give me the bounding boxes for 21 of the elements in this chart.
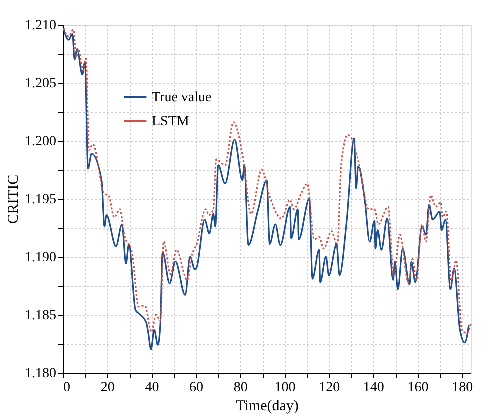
x-tick-label: 20 — [100, 380, 115, 396]
legend-label: True value — [152, 90, 212, 106]
y-tick-label: 1.185 — [25, 308, 56, 324]
x-tick-label: 180 — [452, 380, 474, 396]
y-axis-title: CRITIC — [6, 174, 22, 224]
x-tick-label: 60 — [190, 380, 204, 396]
y-tick-label: 1.190 — [25, 250, 56, 266]
y-tick-label: 1.195 — [25, 192, 56, 208]
legend-label: LSTM — [152, 114, 190, 130]
x-tick-label: 100 — [274, 380, 296, 396]
y-tick-label: 1.205 — [25, 76, 56, 92]
x-tick-label: 120 — [319, 380, 340, 396]
y-tick-label: 1.210 — [25, 18, 56, 34]
x-tick-label: 40 — [145, 380, 160, 396]
x-tick-label: 0 — [64, 380, 70, 396]
y-tick-label: 1.180 — [25, 366, 56, 382]
x-tick-label: 160 — [408, 380, 429, 396]
y-tick-label: 1.200 — [25, 134, 56, 150]
x-tick-label: 140 — [363, 380, 384, 396]
x-axis-title: Time(day) — [236, 398, 299, 414]
x-tick-label: 80 — [234, 380, 248, 396]
